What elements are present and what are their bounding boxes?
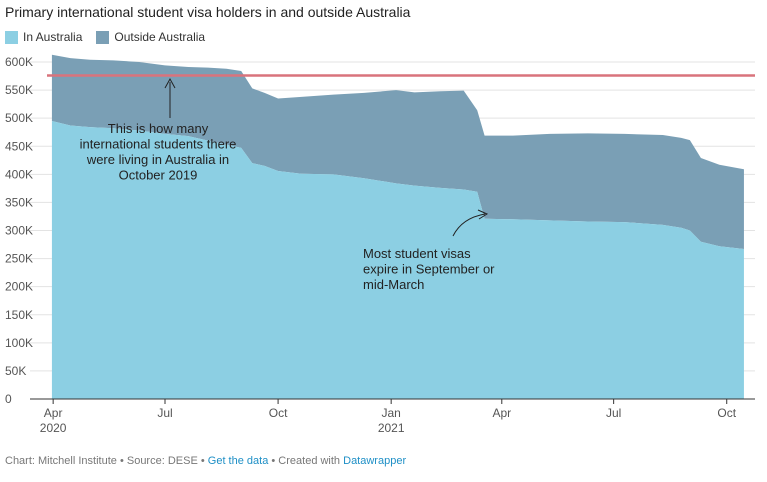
y-tick-label: 150K [5,308,33,322]
footer-created-with: Created with [278,455,341,467]
footer-source: Source: DESE [126,455,198,467]
legend: In Australia Outside Australia [5,30,205,44]
y-tick-label: 200K [5,280,33,294]
get-data-link[interactable]: Get the data [207,455,269,467]
legend-item-in-australia: In Australia [5,30,82,44]
annotation-october-2019-line: This is how many [108,121,209,136]
annotation-october-2019-line: October 2019 [119,168,198,183]
footer-separator: • [119,455,124,467]
y-tick-label: 50K [5,364,26,378]
datawrapper-link[interactable]: Datawrapper [343,455,407,467]
annotation-arrowhead [164,77,176,89]
y-tick-label: 0 [5,392,12,406]
chart-footer: Chart: Mitchell Institute • Source: DESE… [5,455,406,467]
annotation-arrowhead [477,209,489,220]
x-tick-label: Apr [44,406,63,420]
chart-plot: 0 50K 100K 150K 200K 250K 300K 350K 400K 450K 500K… [5,54,755,435]
x-tick-label: Jul [606,406,621,420]
y-tick-label: 550K [5,83,33,97]
y-tick-label: 350K [5,195,33,209]
legend-label-in-australia: In Australia [23,30,83,44]
y-tick-label: 250K [5,252,33,266]
y-tick-label: 400K [5,167,33,181]
area-outside-australia [51,54,744,250]
x-tick-label: Jan [381,406,400,420]
chart-title: Primary international student visa holde… [5,4,411,20]
annotation-october-2019-line: were living in Australia in [86,152,229,167]
annotation-visa-expiry-line: Most student visas [363,246,471,261]
footer-separator: • [200,455,205,467]
y-tick-label: 450K [5,139,33,153]
y-tick-label: 500K [5,111,33,125]
annotation-october-2019-line: international students there [80,137,237,152]
legend-swatch-in-australia [5,30,18,44]
annotation-arrow-visa-expiry [452,213,486,237]
area-in-australia [51,120,744,399]
x-tick-label: Jul [157,406,172,420]
legend-item-outside-australia: Outside Australia [96,30,205,44]
x-tick-label: Apr [492,406,511,420]
annotation-visa-expiry-line: expire in September or [363,262,495,277]
y-tick-label: 300K [5,224,33,238]
annotation-visa-expiry-line: mid-March [363,277,424,292]
x-tick-label: Oct [717,406,736,420]
footer-credit: Chart: Mitchell Institute [5,455,117,467]
x-tick-label: Oct [269,406,288,420]
x-year-label: 2020 [40,421,67,435]
x-year-label: 2021 [378,421,405,435]
legend-swatch-outside-australia [96,30,110,44]
legend-label-outside-australia: Outside Australia [114,30,206,44]
footer-separator: • [271,455,276,467]
y-tick-label: 600K [5,55,33,69]
y-tick-label: 100K [5,336,33,350]
